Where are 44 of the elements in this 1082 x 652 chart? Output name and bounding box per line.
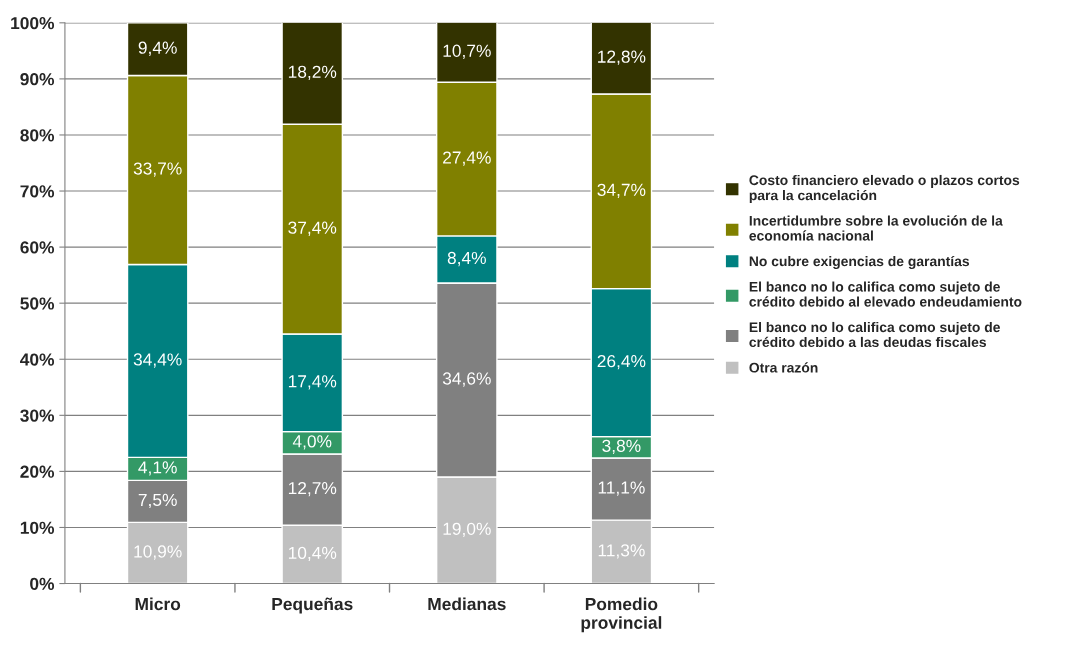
- legend-label: Incertidumbre sobre la evolución de la economía nacional: [749, 215, 1003, 241]
- data-label: 11,1%: [598, 481, 645, 496]
- data-label: 3,8%: [602, 439, 641, 454]
- data-label: 34,6%: [442, 372, 491, 387]
- y-tick-label: 90%: [20, 73, 55, 86]
- data-label: 33,7%: [133, 162, 182, 177]
- data-label: 8,4%: [447, 251, 486, 267]
- data-label: 12,7%: [288, 481, 337, 497]
- data-label: 17,4%: [288, 375, 337, 390]
- y-tick-label: 0%: [30, 577, 55, 590]
- data-label: 10,9%: [134, 545, 182, 560]
- legend-label: No cubre exigencias de garantías: [749, 255, 970, 270]
- data-label: 27,4%: [443, 151, 491, 166]
- x-tick-label: Pequeñas: [272, 597, 353, 614]
- data-label: 34,4%: [133, 353, 182, 368]
- data-label: 10,7%: [443, 44, 491, 59]
- data-label: 37,4%: [288, 221, 337, 236]
- y-tick-label: 60%: [20, 241, 55, 254]
- data-label: 7,5%: [138, 493, 177, 509]
- y-tick-label: 80%: [20, 129, 55, 142]
- y-tick-label: 40%: [20, 353, 55, 366]
- y-tick-label: 10%: [20, 521, 55, 534]
- data-label: 19,0%: [443, 522, 491, 537]
- data-label: 4,1%: [138, 461, 177, 476]
- x-tick-label: Medianas: [428, 597, 506, 611]
- data-label: 10,4%: [288, 546, 337, 562]
- legend-label: El banco no lo califica como sujeto de crédito debido a las deudas fiscales: [749, 321, 1000, 348]
- y-tick-label: 50%: [20, 297, 55, 310]
- y-tick-label: 100%: [11, 16, 55, 30]
- y-tick-label: 30%: [20, 409, 55, 422]
- data-label: 26,4%: [597, 354, 646, 370]
- legend-label: Otra razón: [749, 362, 818, 373]
- data-label: 4,0%: [292, 435, 332, 450]
- x-tick-label: Micro: [135, 597, 181, 611]
- legend-label: Costo financiero elevado o plazos cortos para la cancelación: [749, 174, 1020, 203]
- data-label: 9,4%: [138, 41, 177, 56]
- x-tick-label: Pomedio provincial: [581, 597, 662, 633]
- legend-label: El banco no lo califica como sujeto de crédito debido al elevado endeudamiento: [749, 281, 1022, 307]
- y-tick-label: 70%: [20, 185, 55, 198]
- data-label: 12,8%: [598, 50, 646, 65]
- data-label: 34,7%: [597, 183, 646, 199]
- data-label: 11,3%: [598, 544, 645, 559]
- data-label: 18,2%: [288, 65, 337, 80]
- y-tick-label: 20%: [20, 465, 55, 478]
